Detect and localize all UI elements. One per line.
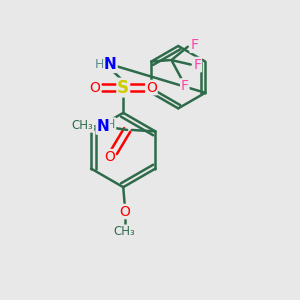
Text: O: O	[90, 81, 101, 94]
Text: CH₃: CH₃	[72, 119, 94, 132]
Text: N: N	[104, 57, 117, 72]
Text: F: F	[190, 38, 198, 52]
Text: H: H	[95, 58, 104, 70]
Text: S: S	[117, 79, 129, 97]
Text: F: F	[181, 79, 189, 93]
Text: O: O	[104, 150, 115, 164]
Text: O: O	[146, 81, 157, 94]
Text: H: H	[106, 118, 116, 131]
Text: O: O	[119, 205, 130, 218]
Text: F: F	[193, 58, 201, 71]
Text: N: N	[96, 119, 109, 134]
Text: CH₃: CH₃	[114, 225, 136, 238]
